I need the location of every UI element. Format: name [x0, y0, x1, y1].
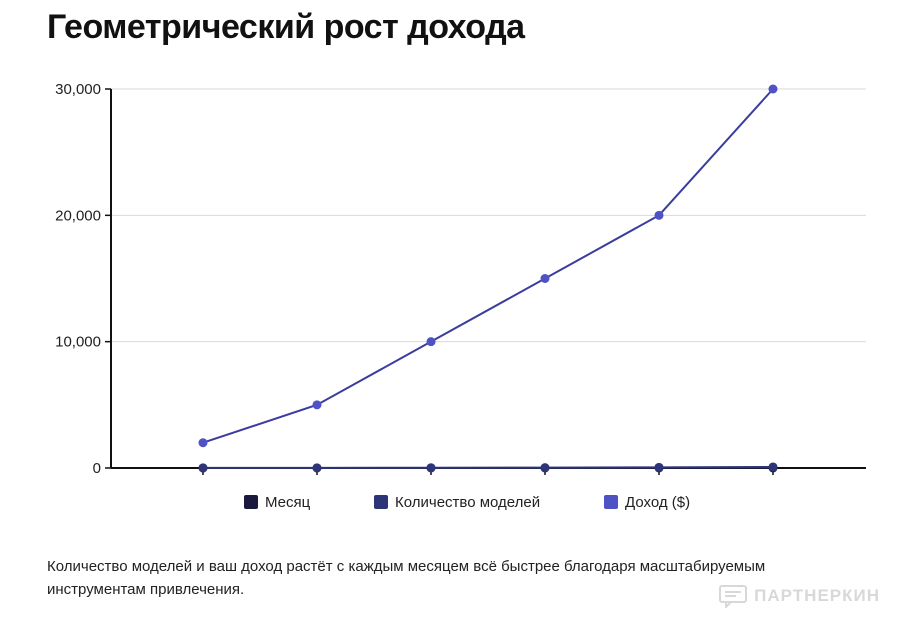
legend: Месяц Количество моделей Доход ($) [244, 494, 690, 511]
data-point [198, 463, 208, 473]
data-point [768, 462, 778, 472]
data-point [312, 400, 322, 410]
y-tick-label: 30,000 [55, 81, 101, 98]
series-2 [198, 462, 778, 473]
legend-item: Месяц [244, 494, 311, 511]
data-point [540, 463, 550, 473]
legend-item: Доход ($) [604, 494, 690, 511]
axes [110, 89, 866, 469]
series-line [202, 88, 774, 444]
legend-item: Количество моделей [374, 494, 540, 511]
data-point [768, 84, 778, 94]
line-chart: 0 10,000 20,000 30,000 Месяц Количество моде… [55, 81, 866, 511]
y-tick-label: 10,000 [55, 334, 101, 351]
legend-label: Доход ($) [625, 494, 690, 511]
data-point [654, 210, 664, 220]
legend-swatch [604, 495, 618, 509]
x-axis-ticks [202, 468, 774, 475]
chart-caption: Количество моделей и ваш доход растёт с … [47, 558, 766, 598]
page-title: Геометрический рост дохода [47, 8, 525, 46]
watermark: ПАРТНЕРКИН [718, 584, 880, 608]
series-line [202, 465, 774, 469]
data-point [198, 438, 208, 448]
grid-lines [111, 88, 866, 343]
series-3 [198, 84, 778, 448]
data-point [654, 462, 664, 472]
legend-swatch [374, 495, 388, 509]
watermark-text: ПАРТНЕРКИН [754, 586, 880, 605]
legend-label: Количество моделей [395, 494, 540, 511]
data-point [312, 463, 322, 473]
y-tick-label: 0 [93, 460, 101, 477]
chat-bubble-icon [719, 585, 748, 608]
y-tick-label: 20,000 [55, 207, 101, 224]
y-axis-ticks: 0 10,000 20,000 30,000 [55, 81, 111, 477]
series-group [198, 84, 778, 473]
data-point [426, 463, 436, 473]
data-point [540, 274, 550, 283]
legend-label: Месяц [265, 494, 311, 511]
legend-swatch [244, 495, 258, 509]
data-point [426, 337, 436, 347]
